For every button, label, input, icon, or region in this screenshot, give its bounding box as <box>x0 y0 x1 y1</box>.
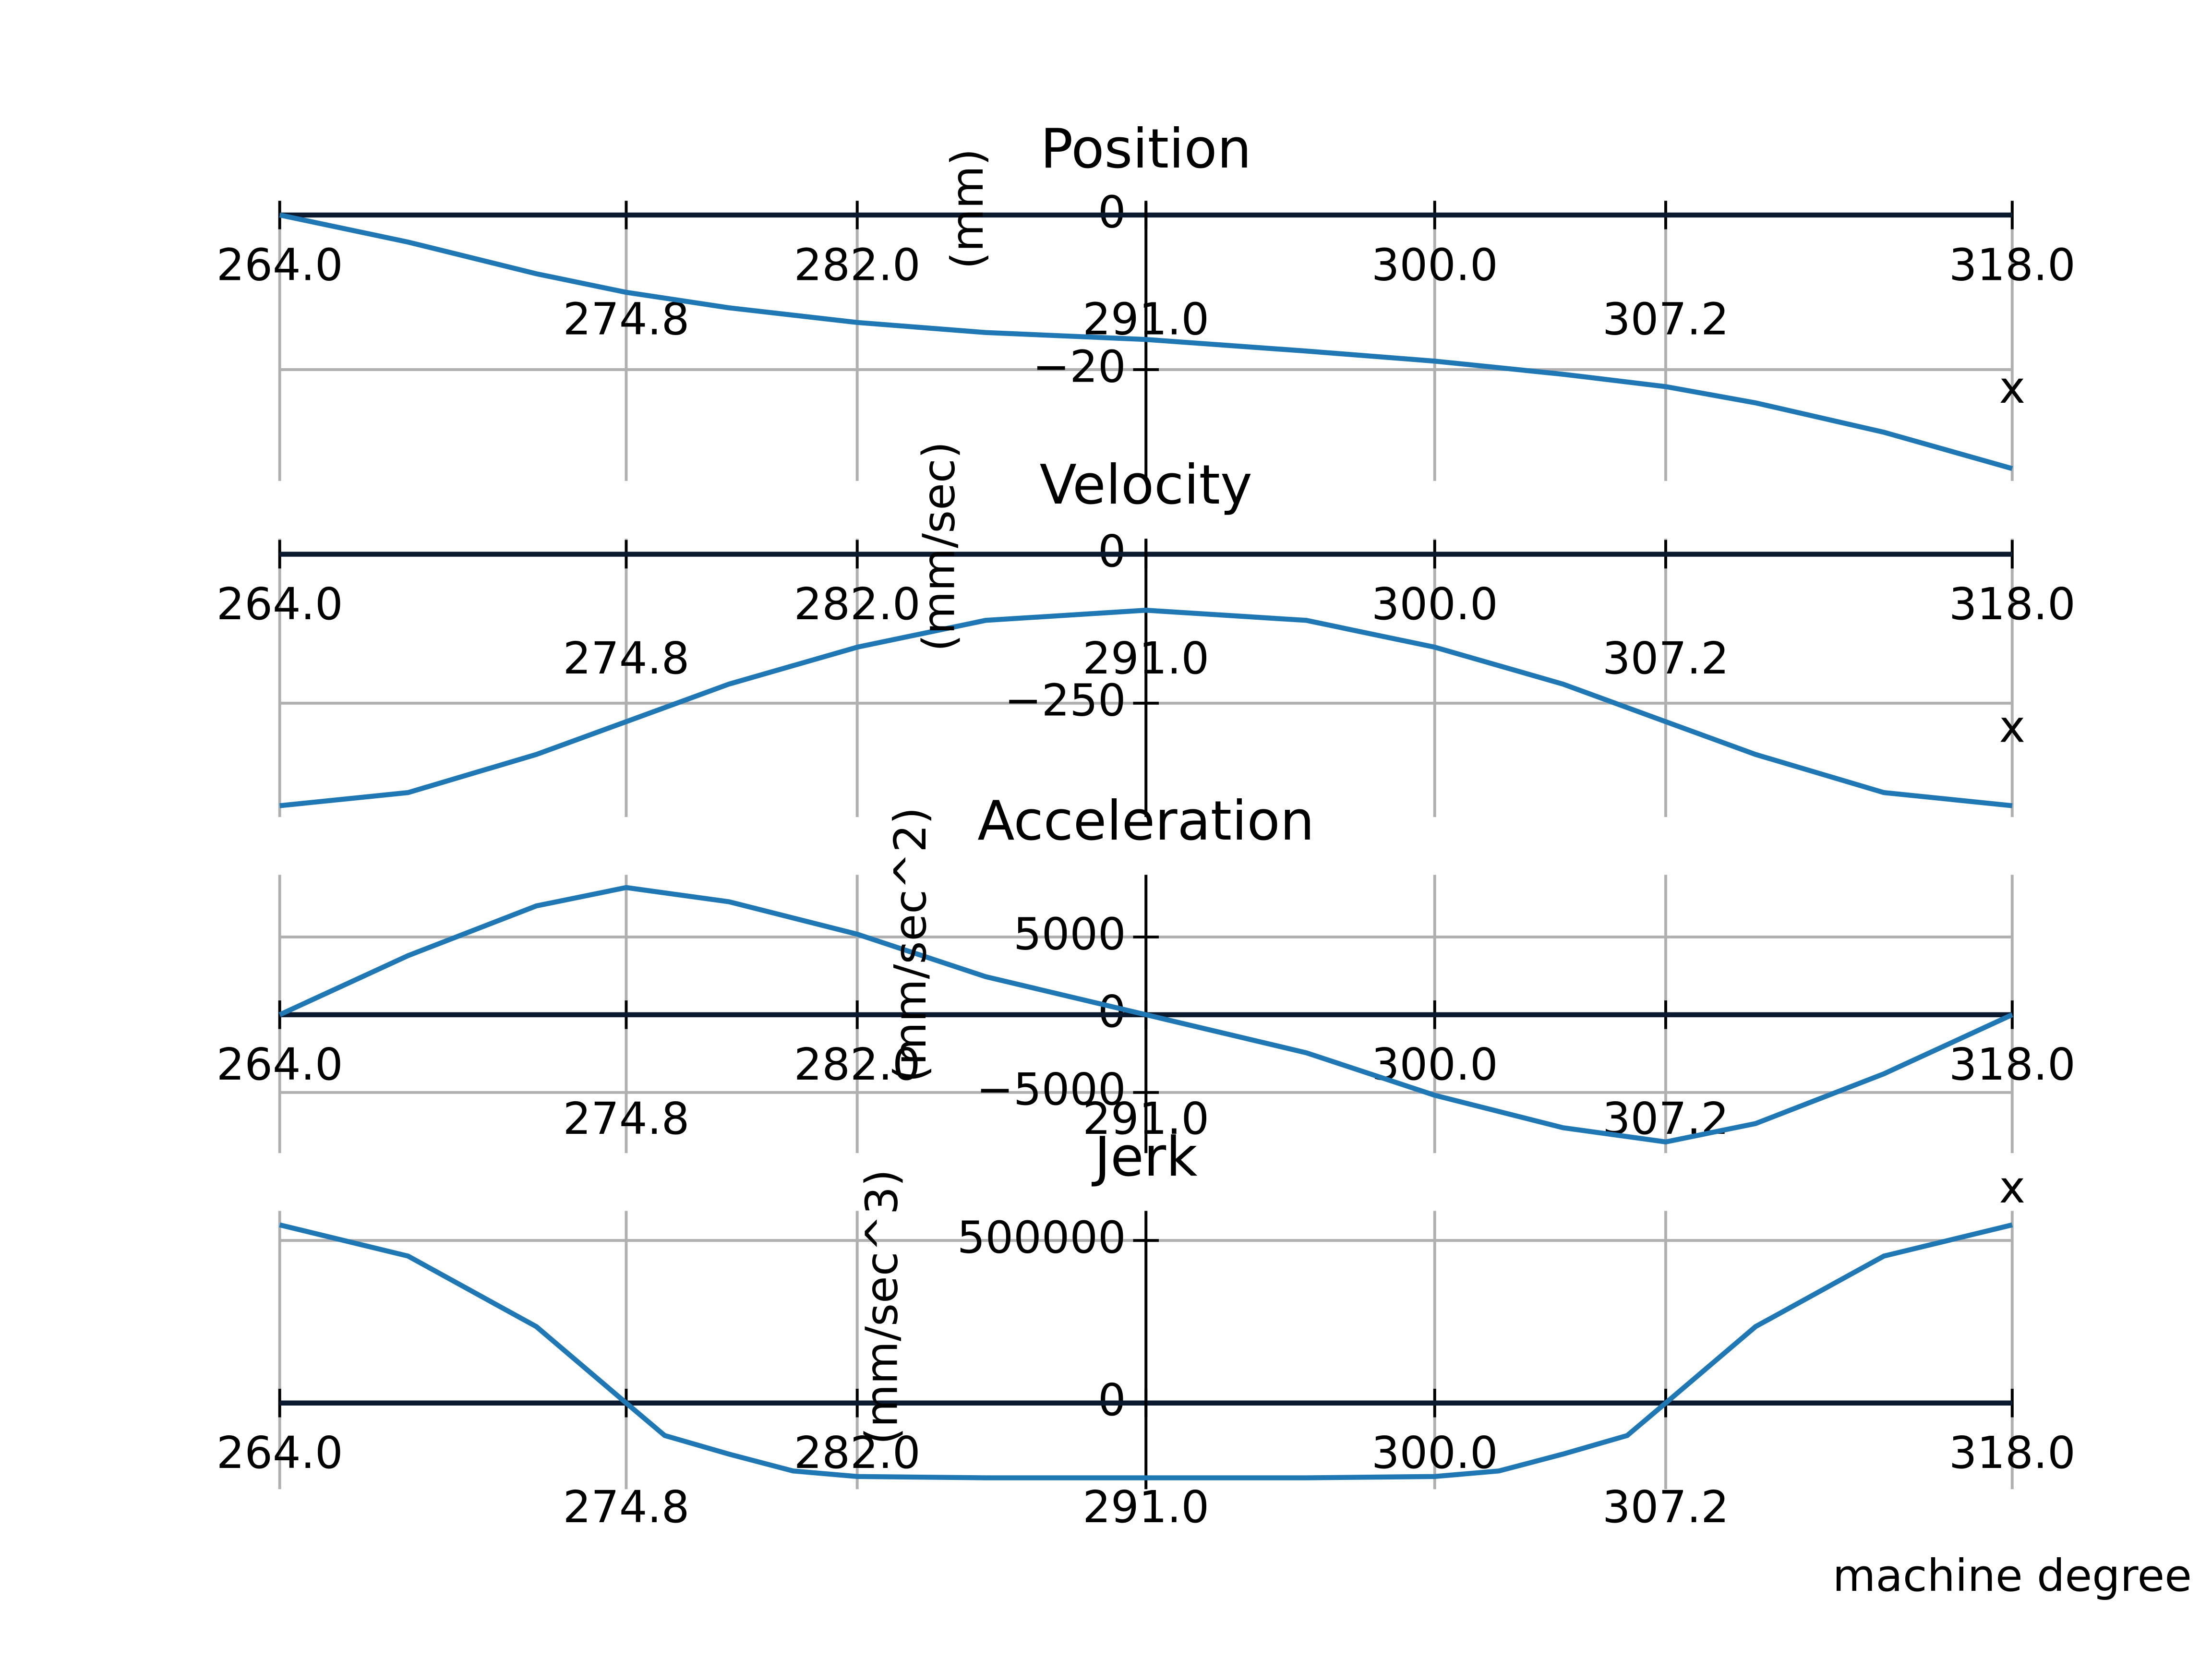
x-tick-label: 264.0 <box>216 1427 343 1479</box>
y-axis-label: (mm/sec^2) <box>884 807 936 1082</box>
x-tick-label: 282.0 <box>794 1427 921 1479</box>
y-tick-label: −20 <box>1033 340 1126 392</box>
x-tick-label: 274.8 <box>563 632 690 684</box>
chart-title: Velocity <box>1040 453 1252 517</box>
x-tick-label: 307.2 <box>1602 1481 1729 1533</box>
x-tick-label: 307.2 <box>1602 632 1729 684</box>
chart-title: Acceleration <box>977 789 1314 853</box>
x-tick-label: 282.0 <box>794 1038 921 1090</box>
y-tick-label: 500000 <box>957 1212 1126 1263</box>
x-tick-label: 300.0 <box>1371 578 1498 630</box>
x-tick-label: 274.8 <box>563 1481 690 1533</box>
y-axis-label: (mm/sec) <box>913 441 965 651</box>
x-tick-label: 274.8 <box>563 293 690 345</box>
y-tick-label: −5000 <box>976 1063 1126 1115</box>
x-tick-label: 307.2 <box>1602 293 1729 345</box>
x-tick-label: 318.0 <box>1949 1427 2076 1479</box>
data-line <box>279 212 2013 471</box>
x-axis-label: x <box>1999 701 2026 753</box>
y-tick-label: 0 <box>1098 186 1126 238</box>
y-tick-label: 0 <box>1098 1374 1126 1426</box>
x-tick-label: 282.0 <box>794 578 921 630</box>
x-tick-label: 274.8 <box>563 1093 690 1144</box>
chart-title: Jerk <box>1092 1125 1198 1189</box>
x-tick-label: 264.0 <box>216 239 343 290</box>
data-line <box>278 885 2013 1145</box>
x-tick-label: 318.0 <box>1949 239 2076 290</box>
chart-title: Position <box>1040 117 1251 180</box>
y-tick-label: 0 <box>1098 525 1126 577</box>
y-tick-label: −250 <box>1004 674 1126 726</box>
x-tick-label: 318.0 <box>1949 1038 2076 1090</box>
data-line <box>279 1222 2013 1480</box>
y-axis-label: (mm) <box>941 148 993 269</box>
x-axis-label: x <box>1999 1161 2026 1213</box>
y-tick-label: 0 <box>1098 986 1126 1037</box>
x-tick-label: 264.0 <box>216 1038 343 1090</box>
y-tick-label: 5000 <box>1013 908 1126 960</box>
x-tick-label: 300.0 <box>1371 239 1498 290</box>
x-tick-label: 291.0 <box>1082 1481 1209 1533</box>
x-tick-label: 282.0 <box>794 239 921 290</box>
x-axis-label: machine degree <box>1833 1550 2192 1601</box>
x-axis-label: x <box>1999 361 2026 413</box>
x-tick-label: 318.0 <box>1949 578 2076 630</box>
y-axis-label: (mm/sec^3) <box>856 1169 908 1445</box>
x-tick-label: 300.0 <box>1371 1427 1498 1479</box>
x-tick-label: 264.0 <box>216 578 343 630</box>
data-line <box>279 608 2013 808</box>
